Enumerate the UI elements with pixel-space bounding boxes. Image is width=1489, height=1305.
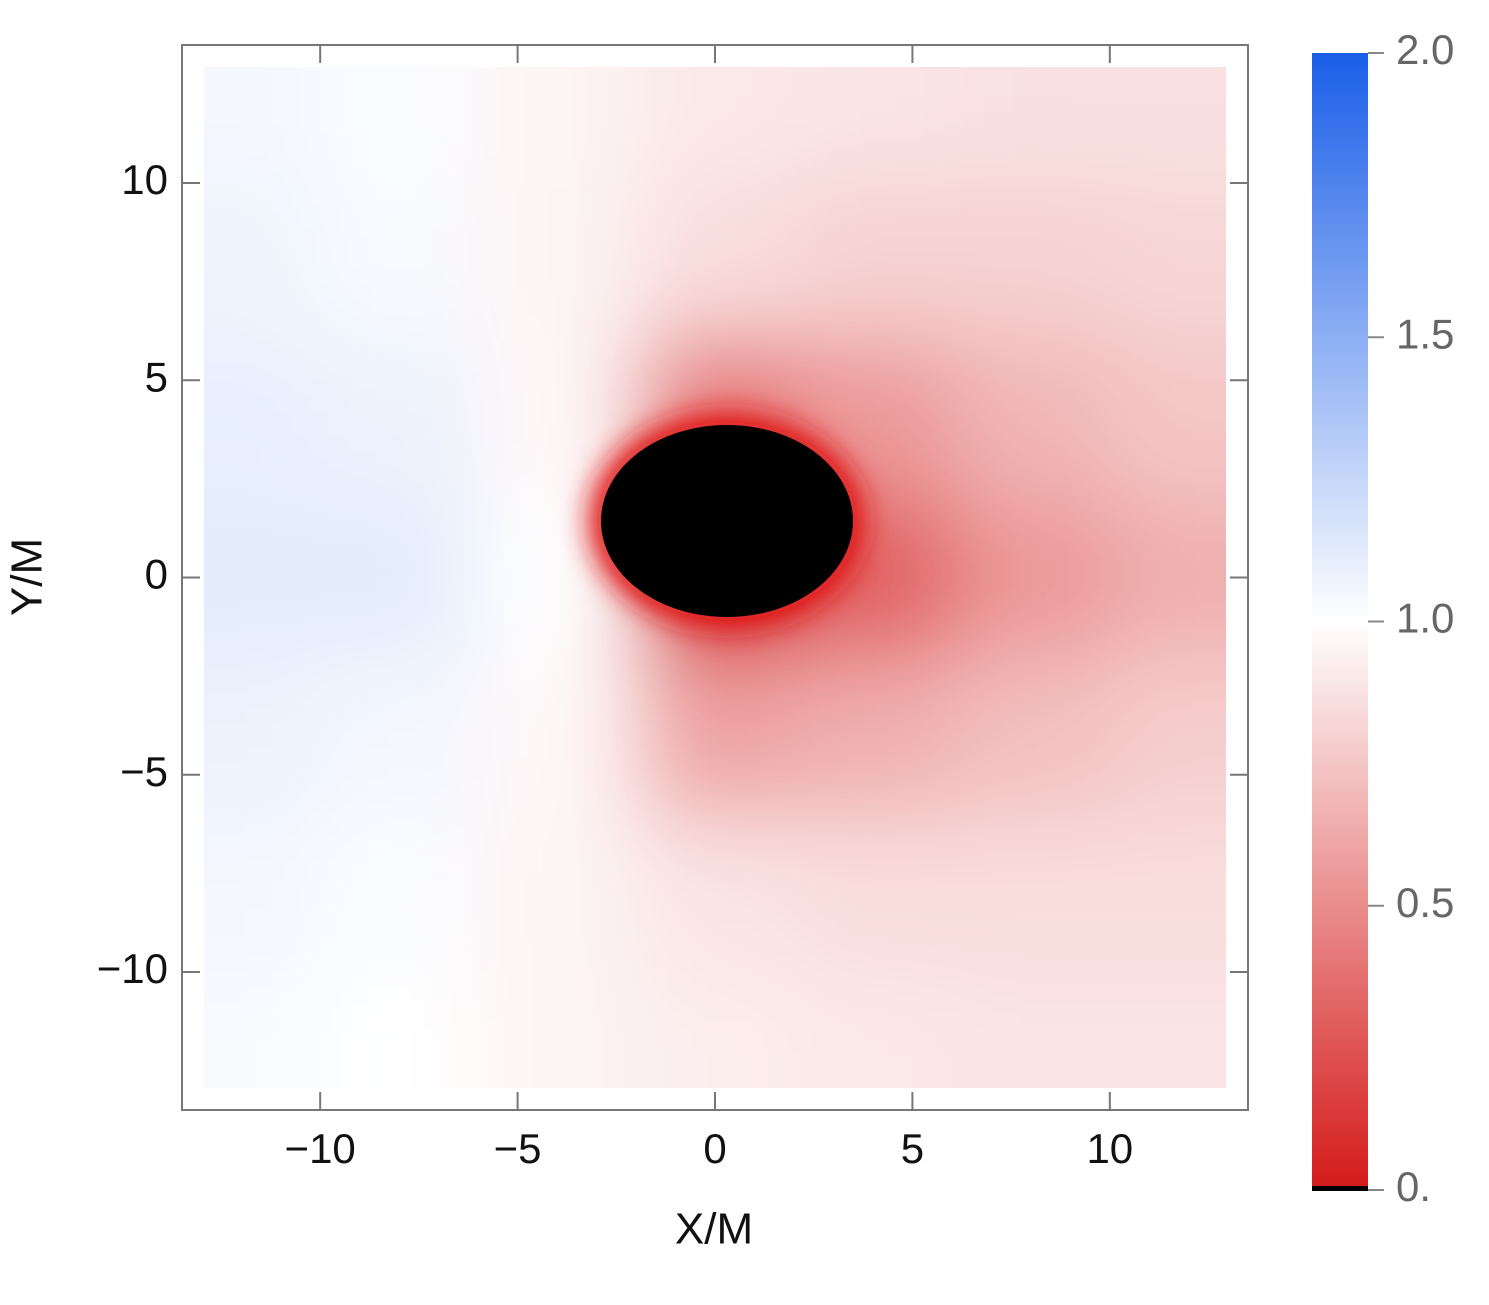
colorbar-floor	[1312, 1186, 1368, 1191]
x-tick-label: 5	[901, 1125, 924, 1172]
density-cell	[1109, 814, 1226, 973]
density-cell	[320, 340, 480, 500]
density-cell	[204, 656, 322, 816]
density-cell	[951, 971, 1111, 1088]
density-cell	[636, 183, 795, 342]
colorbar	[1312, 53, 1368, 1190]
density-cell	[793, 183, 953, 342]
density-cell	[951, 340, 1111, 500]
density-cell	[320, 67, 480, 185]
y-axis-label: Y/M	[3, 538, 52, 616]
density-cell	[636, 67, 795, 185]
x-tick-label: −5	[494, 1125, 542, 1172]
x-tick-label: −10	[285, 1125, 356, 1172]
density-cell	[793, 971, 953, 1088]
density-cell	[793, 656, 953, 816]
colorbar-tick-label: 0.5	[1396, 879, 1454, 926]
density-cell	[951, 183, 1111, 342]
density-cell	[478, 971, 638, 1088]
density-cell	[636, 656, 795, 816]
density-cell	[320, 656, 480, 816]
density-cell	[636, 814, 795, 973]
density-cell	[1109, 656, 1226, 816]
colorbar-tick-label: 0.	[1396, 1163, 1431, 1210]
colorbar-tick-label: 1.0	[1396, 595, 1454, 642]
density-region	[204, 67, 1226, 1088]
density-cell	[320, 183, 480, 342]
density-cell	[1109, 498, 1226, 658]
density-cell	[478, 183, 638, 342]
density-cell	[478, 67, 638, 185]
y-tick-label: 10	[121, 156, 168, 203]
density-cell	[951, 656, 1111, 816]
density-cell	[478, 656, 638, 816]
density-cell	[951, 67, 1111, 185]
y-tick-label: −5	[120, 748, 168, 795]
density-cell	[204, 814, 322, 973]
density-cell	[636, 971, 795, 1088]
density-cell	[793, 67, 953, 185]
y-tick-label: 0	[145, 551, 168, 598]
density-cell	[204, 498, 322, 658]
density-cell	[951, 814, 1111, 973]
density-cell	[1109, 340, 1226, 500]
density-cell	[320, 814, 480, 973]
density-cell	[204, 183, 322, 342]
x-tick-label: 10	[1086, 1125, 1133, 1172]
density-cell	[1109, 971, 1226, 1088]
y-tick-label: −10	[97, 945, 168, 992]
density-cell	[204, 340, 322, 500]
density-cell	[320, 498, 480, 658]
density-cell	[478, 814, 638, 973]
density-cell	[1109, 183, 1226, 342]
x-tick-label: 0	[703, 1125, 726, 1172]
y-tick-label: 5	[145, 353, 168, 400]
density-cell	[1109, 67, 1226, 185]
density-cell	[320, 971, 480, 1088]
density-cell	[204, 67, 322, 185]
x-axis-label: X/M	[675, 1205, 753, 1254]
colorbar-tick-label: 2.0	[1396, 26, 1454, 73]
colorbar-tick-label: 1.5	[1396, 310, 1454, 357]
shadow	[601, 425, 853, 617]
density-cell	[951, 498, 1111, 658]
density-cell	[793, 814, 953, 973]
density-cell	[204, 971, 322, 1088]
